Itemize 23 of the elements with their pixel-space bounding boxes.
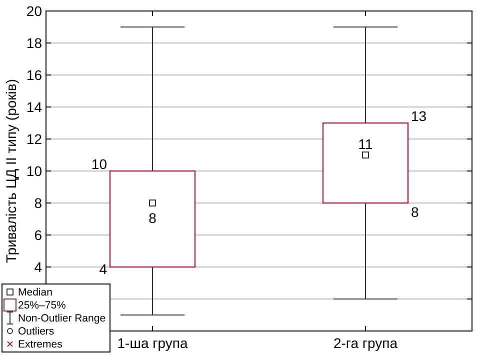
y-tick-label: 18 [26,34,42,51]
annotation: 4 [99,261,108,277]
text: Extremes [18,338,62,351]
annotation: Median [18,286,53,299]
annotation: 13 [411,108,427,124]
annotation: Non-Outlier Range [18,312,106,325]
y-tick-label: 12 [26,130,42,147]
x-tick-label: 2-га група [333,335,398,351]
y-tick-label: 14 [26,98,42,115]
y-tick-label: 20 [26,2,42,19]
annotation: 8 [148,210,157,226]
annotation: 8 [411,204,419,220]
annotation: 10 [91,156,108,172]
y-tick-label: 8 [34,194,42,211]
x-tick-label: 1-ша група [117,335,188,351]
y-tick-label: 10 [26,162,42,179]
annotation: 11 [358,136,373,152]
y-tick-label: 16 [26,66,42,83]
y-tick-label: 6 [34,226,42,243]
y-axis-title: Тривалість ЦД ІІ типу (років) [3,79,19,263]
annotation: Outliers [18,326,54,338]
annotation: 25%–75% [18,300,66,312]
y-tick-label: 4 [34,258,42,275]
